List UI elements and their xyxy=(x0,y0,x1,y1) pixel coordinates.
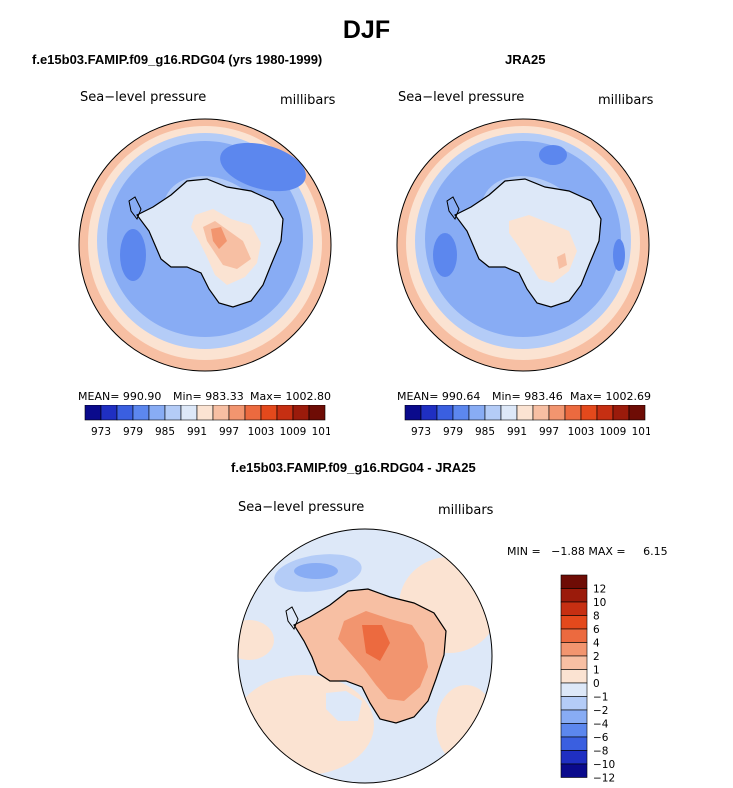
colorbar-tick-label: 973 xyxy=(91,426,111,438)
panel-2-title: JRA25 xyxy=(505,52,546,67)
colorbar-swatch xyxy=(560,763,588,778)
colorbar-tick-label: 8 xyxy=(593,611,600,623)
colorbar-swatch xyxy=(212,405,230,421)
colorbar-swatch xyxy=(116,405,134,421)
colorbar-swatch xyxy=(420,405,438,421)
panel-2-units-label: millibars xyxy=(598,93,654,108)
colorbar-tick-label: 1 xyxy=(593,665,600,677)
panel-3-variable-label: Sea−level pressure xyxy=(238,500,365,515)
colorbar-swatch xyxy=(132,405,150,421)
panel-1-colorbar: 973 979 985 991 997 1003 1009 1015 xyxy=(84,405,330,438)
panel-1-title: f.e15b03.FAMIP.f09_g16.RDG04 (yrs 1980-1… xyxy=(32,52,323,67)
colorbar-tick-label: −8 xyxy=(593,746,608,758)
panel-3-minmax: MIN = −1.88 MAX = 6.15 xyxy=(507,545,668,558)
colorbar-tick-label: 979 xyxy=(123,426,143,438)
colorbar-tick-label: 0 xyxy=(593,678,600,690)
colorbar-tick-label: 997 xyxy=(219,426,239,438)
colorbar-tick-label: 1015 xyxy=(632,426,650,438)
panel-2-map xyxy=(396,118,650,372)
colorbar-swatch xyxy=(276,405,294,421)
colorbar-tick-label: 6 xyxy=(593,624,600,636)
colorbar-tick-label: 997 xyxy=(539,426,559,438)
colorbar-swatch xyxy=(612,405,630,421)
colorbar-swatch xyxy=(292,405,310,421)
colorbar-swatch xyxy=(180,405,198,421)
colorbar-tick-label: −6 xyxy=(593,732,609,744)
colorbar-swatch xyxy=(560,601,588,616)
colorbar-tick-label: 1009 xyxy=(600,426,627,438)
colorbar-tick-label: 12 xyxy=(593,584,606,596)
colorbar-swatch xyxy=(596,405,614,421)
colorbar-swatch xyxy=(260,405,278,421)
colorbar-swatch xyxy=(308,405,326,421)
colorbar-swatch xyxy=(500,405,518,421)
colorbar-tick-label: 1003 xyxy=(248,426,275,438)
colorbar-swatch xyxy=(560,723,588,738)
panel-2-colorbar: 973 979 985 991 997 1003 1009 1015 xyxy=(404,405,650,438)
colorbar-swatch xyxy=(560,655,588,670)
colorbar-swatch xyxy=(560,669,588,684)
panel-1-map xyxy=(78,118,332,372)
colorbar-swatch xyxy=(560,574,588,589)
colorbar-tick-label: 991 xyxy=(187,426,207,438)
panel-2-min: Min= 983.46 xyxy=(492,390,563,403)
colorbar-swatch xyxy=(560,696,588,711)
colorbar-swatch xyxy=(560,709,588,724)
colorbar-swatch xyxy=(560,628,588,643)
colorbar-swatch xyxy=(196,405,214,421)
colorbar-swatch xyxy=(436,405,454,421)
colorbar-swatch xyxy=(404,405,422,421)
colorbar-tick-label: 10 xyxy=(593,597,606,609)
colorbar-tick-label: 985 xyxy=(155,426,175,438)
panel-3-map xyxy=(237,528,493,784)
colorbar-swatch xyxy=(84,405,102,421)
colorbar-tick-label: −1 xyxy=(593,692,608,704)
panel-2-mean: MEAN= 990.64 xyxy=(397,390,481,403)
colorbar-tick-label: 1015 xyxy=(312,426,330,438)
colorbar-swatch xyxy=(560,682,588,697)
panel-2-variable-label: Sea−level pressure xyxy=(398,90,525,105)
season-title: DJF xyxy=(342,16,391,44)
colorbar-swatch xyxy=(548,405,566,421)
colorbar-swatch xyxy=(560,642,588,657)
panel-1-variable-label: Sea−level pressure xyxy=(80,90,207,105)
panel-3-units-label: millibars xyxy=(438,503,494,518)
colorbar-tick-label: 4 xyxy=(593,638,600,650)
colorbar-swatch xyxy=(148,405,166,421)
colorbar-tick-label: −12 xyxy=(593,773,615,785)
panel-1-mean: MEAN= 990.90 xyxy=(78,390,162,403)
colorbar-swatch xyxy=(452,405,470,421)
colorbar-swatch xyxy=(228,405,246,421)
colorbar-swatch xyxy=(560,615,588,630)
colorbar-tick-label: −10 xyxy=(593,759,615,771)
panel-1-max: Max= 1002.80 xyxy=(250,390,331,403)
panel-1-units-label: millibars xyxy=(280,93,336,108)
colorbar-swatch xyxy=(560,588,588,603)
colorbar-swatch xyxy=(564,405,582,421)
colorbar-swatch xyxy=(164,405,182,421)
colorbar-tick-label: 973 xyxy=(411,426,431,438)
colorbar-swatch xyxy=(244,405,262,421)
colorbar-swatch xyxy=(100,405,118,421)
panel-2-max: Max= 1002.69 xyxy=(570,390,651,403)
colorbar-tick-label: −2 xyxy=(593,705,608,717)
colorbar-tick-label: −4 xyxy=(593,719,609,731)
colorbar-swatch xyxy=(532,405,550,421)
colorbar-tick-label: 1009 xyxy=(280,426,307,438)
colorbar-tick-label: 991 xyxy=(507,426,527,438)
colorbar-swatch xyxy=(516,405,534,421)
colorbar-swatch xyxy=(468,405,486,421)
panel-3-title: f.e15b03.FAMIP.f09_g16.RDG04 - JRA25 xyxy=(231,460,476,475)
panel-1-min: Min= 983.33 xyxy=(173,390,244,403)
colorbar-swatch xyxy=(628,405,646,421)
colorbar-tick-label: 1003 xyxy=(568,426,595,438)
colorbar-swatch xyxy=(580,405,598,421)
colorbar-tick-label: 985 xyxy=(475,426,495,438)
colorbar-swatch xyxy=(560,736,588,751)
colorbar-swatch xyxy=(560,750,588,765)
colorbar-tick-label: 2 xyxy=(593,651,600,663)
colorbar-tick-label: 979 xyxy=(443,426,463,438)
colorbar-swatch xyxy=(484,405,502,421)
